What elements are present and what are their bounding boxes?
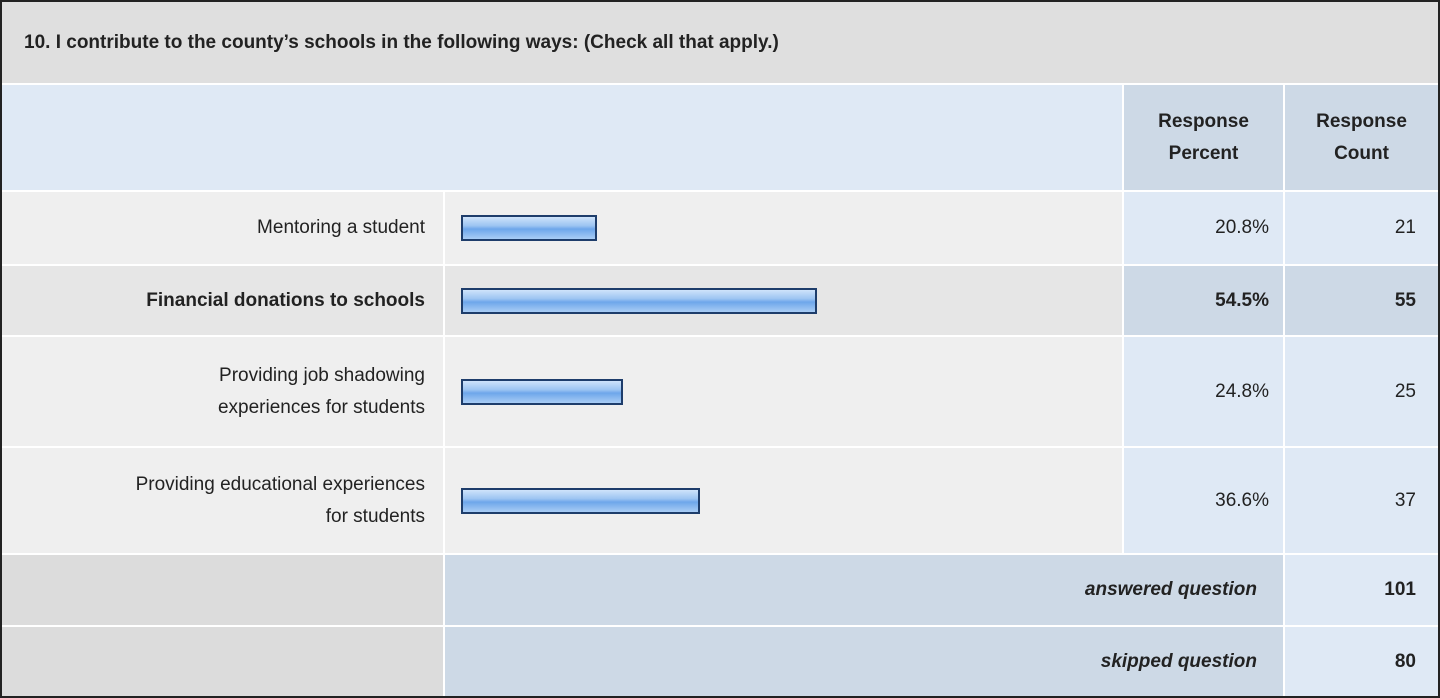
response-count: 37 [1285,448,1438,553]
response-count: 25 [1285,337,1438,446]
bar [461,287,817,314]
response-percent: 54.5% [1124,266,1283,335]
row-label: Providing educational experiences for st… [2,448,443,553]
summary-label: answered question [445,555,1283,625]
response-count: 55 [1285,266,1438,335]
summary-blank [2,555,443,625]
question-title: 10. I contribute to the county’s schools… [2,2,1438,83]
response-percent: 24.8% [1124,337,1283,446]
bar [461,215,597,241]
summary-value: 101 [1285,555,1438,625]
row-label: Mentoring a student [2,192,443,264]
header-count: Response Count [1285,85,1438,190]
summary-blank [2,627,443,696]
row-label: Providing job shadowing experiences for … [2,337,443,446]
bar [461,487,700,514]
header-blank [2,85,1122,190]
header-percent: Response Percent [1124,85,1283,190]
summary-label: skipped question [445,627,1283,696]
bar [461,378,623,405]
row-label: Financial donations to schools [2,266,443,335]
response-percent: 36.6% [1124,448,1283,553]
summary-value: 80 [1285,627,1438,696]
response-percent: 20.8% [1124,192,1283,264]
response-count: 21 [1285,192,1438,264]
